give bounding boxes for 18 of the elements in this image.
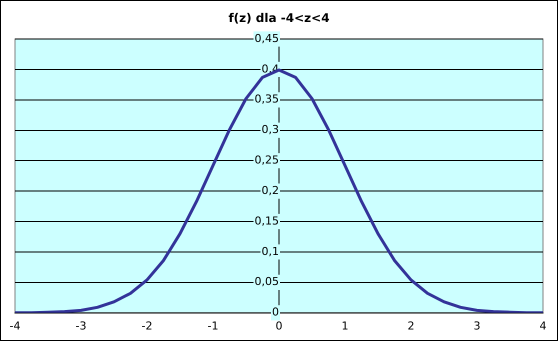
y-tick-label: 0,45 <box>254 32 279 45</box>
x-tick-label: -2 <box>142 319 152 332</box>
x-tick-label: 3 <box>474 319 480 332</box>
x-tick-label: -3 <box>76 319 86 332</box>
chart-title: f(z) dla -4<z<4 <box>227 11 331 25</box>
y-tick-label: 0,35 <box>254 92 279 106</box>
x-tick-label: -4 <box>10 319 20 332</box>
y-tick-label: 0,25 <box>254 154 279 167</box>
x-tick-label: -1 <box>208 319 218 332</box>
y-tick-label: 0 <box>272 306 279 319</box>
x-tick-label: 1 <box>342 319 348 332</box>
x-tick-label: 4 <box>540 319 546 332</box>
y-tick-label: 0,3 <box>262 123 279 136</box>
y-tick-label: 0,05 <box>254 275 279 288</box>
y-tick-label: 0,2 <box>262 184 279 197</box>
y-tick-label: 0,1 <box>262 244 279 258</box>
x-tick-label: 2 <box>408 319 414 332</box>
y-tick-label: 0,15 <box>254 214 279 228</box>
